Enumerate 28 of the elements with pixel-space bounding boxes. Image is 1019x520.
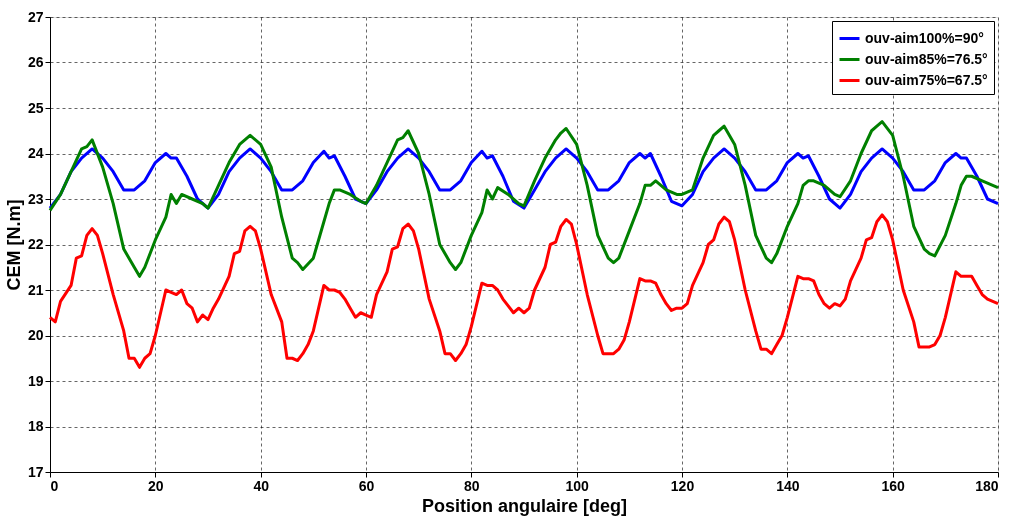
x-tick-label: 120 [670,477,695,494]
x-tick-label: 100 [565,477,590,494]
y-tick-label: 26 [27,54,44,70]
y-tick-label: 24 [27,145,44,161]
x-tick-label: 160 [881,477,906,494]
legend-label: ouv-aim85%=76.5° [865,50,988,67]
y-tick-label: 20 [27,327,44,343]
y-tick-label: 19 [27,372,44,389]
legend-label: ouv-aim75%=67.5° [865,71,988,88]
x-tick-label: 60 [358,477,375,494]
y-tick-label: 25 [27,99,44,116]
line-series [48,120,1000,278]
y-axis-title: CEM [N.m] [3,199,24,291]
x-tick-label: 140 [776,477,800,494]
x-axis-title: Position angulaire [deg] [421,495,628,516]
y-tick-label: 17 [27,463,44,480]
y-tick-label: 22 [27,236,44,252]
x-tick-label: 40 [253,477,270,494]
y-tick-label: 27 [27,8,44,25]
x-tick-label: 180 [975,477,999,494]
x-tick-label: 0 [50,477,59,494]
y-tick-label: 23 [27,190,44,207]
x-tick-label: 20 [148,477,164,494]
legend-label: ouv-aim100%=90° [865,29,984,46]
y-tick-label: 21 [27,281,44,298]
line-series [48,213,1000,369]
x-tick-label: 80 [464,477,480,494]
y-tick-label: 18 [27,418,44,434]
